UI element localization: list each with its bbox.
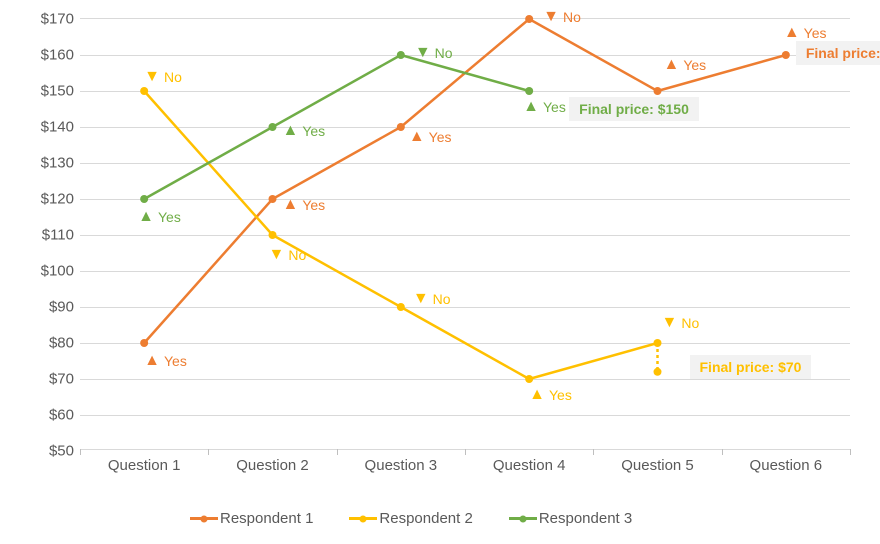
point-annotation: ▼No xyxy=(269,247,307,263)
data-marker xyxy=(140,87,148,95)
final-price-label: Final price: $160 xyxy=(796,41,880,65)
legend-label: Respondent 1 xyxy=(220,510,313,527)
point-annotation: ▲ Yes xyxy=(144,353,187,369)
point-answer-text: No xyxy=(433,292,451,306)
x-axis-label: Question 5 xyxy=(621,449,694,474)
point-answer-text: No xyxy=(681,316,699,330)
point-annotation: ▼No xyxy=(662,315,700,331)
triangle-up-icon: ▲ xyxy=(283,197,299,213)
data-marker xyxy=(654,368,662,376)
point-answer-text: Yes xyxy=(543,100,566,114)
data-marker xyxy=(397,123,405,131)
y-axis-label: $130 xyxy=(41,155,80,172)
y-axis-label: $90 xyxy=(49,299,80,316)
triangle-up-icon: ▲ xyxy=(144,353,160,369)
data-marker xyxy=(782,51,790,59)
legend-swatch xyxy=(190,517,218,520)
x-axis-label: Question 3 xyxy=(365,449,438,474)
data-marker xyxy=(140,195,148,203)
triangle-up-icon: ▲ xyxy=(523,99,539,115)
point-annotation: ▼ No xyxy=(415,45,453,61)
data-marker xyxy=(525,15,533,23)
y-axis-label: $70 xyxy=(49,371,80,388)
triangle-down-icon: ▼ xyxy=(413,291,429,307)
point-annotation: ▼ No xyxy=(413,291,451,307)
triangle-up-icon: ▲ xyxy=(138,209,154,225)
legend-label: Respondent 2 xyxy=(379,510,472,527)
legend-label: Respondent 3 xyxy=(539,510,632,527)
line-chart: $50 $60 $70 $80 $90 $100 $110 $120 $130 $140 $150 $… xyxy=(0,0,880,544)
triangle-up-icon: ▲ xyxy=(529,387,545,403)
point-annotation: ▼ No xyxy=(144,69,182,85)
legend-item: Respondent 2 xyxy=(349,510,472,527)
point-answer-text: Yes xyxy=(164,354,187,368)
point-answer-text: No xyxy=(288,248,306,262)
triangle-up-icon: ▲ xyxy=(409,129,425,145)
point-annotation: ▲ Yes xyxy=(138,209,181,225)
triangle-up-icon: ▲ xyxy=(784,25,800,41)
x-axis-label: Question 2 xyxy=(236,449,309,474)
data-marker xyxy=(269,195,277,203)
data-marker xyxy=(397,303,405,311)
legend-item: Respondent 3 xyxy=(509,510,632,527)
triangle-down-icon: ▼ xyxy=(662,315,678,331)
legend: Respondent 1 Respondent 2 Respondent 3 xyxy=(190,510,632,527)
point-answer-text: Yes xyxy=(549,388,572,402)
data-marker xyxy=(525,375,533,383)
point-annotation: ▲ Yes xyxy=(784,25,827,41)
triangle-up-icon: ▲ xyxy=(664,57,680,73)
y-axis-label: $60 xyxy=(49,407,80,424)
triangle-down-icon: ▼ xyxy=(415,45,431,61)
point-answer-text: No xyxy=(164,70,182,84)
data-marker xyxy=(654,339,662,347)
point-annotation: ▲ Yes xyxy=(409,129,452,145)
data-marker xyxy=(269,231,277,239)
point-annotation: ▲ Yes xyxy=(529,387,572,403)
point-annotation: ▲Yes xyxy=(283,197,326,213)
point-annotation: ▲Yes xyxy=(664,57,707,73)
x-axis-label: Question 1 xyxy=(108,449,181,474)
legend-swatch xyxy=(349,517,377,520)
final-price-label: Final price: $150 xyxy=(569,97,699,121)
legend-item: Respondent 1 xyxy=(190,510,313,527)
point-annotation: ▲ Yes xyxy=(523,99,566,115)
y-axis-label: $80 xyxy=(49,335,80,352)
legend-swatch xyxy=(509,517,537,520)
point-annotation: ▲Yes xyxy=(283,123,326,139)
triangle-up-icon: ▲ xyxy=(283,123,299,139)
point-answer-text: Yes xyxy=(683,58,706,72)
final-price-label: Final price: $70 xyxy=(690,355,812,379)
point-answer-text: Yes xyxy=(158,210,181,224)
point-answer-text: No xyxy=(435,46,453,60)
y-axis-label: $120 xyxy=(41,191,80,208)
y-axis-label: $110 xyxy=(42,227,80,244)
triangle-down-icon: ▼ xyxy=(269,247,285,263)
y-axis-label: $100 xyxy=(41,263,80,280)
point-answer-text: Yes xyxy=(302,198,325,212)
x-tickmark xyxy=(850,449,851,455)
data-marker xyxy=(140,339,148,347)
y-axis-label: $140 xyxy=(41,119,80,136)
data-marker xyxy=(269,123,277,131)
y-axis-label: $50 xyxy=(49,443,80,460)
series-line xyxy=(144,55,529,199)
point-answer-text: Yes xyxy=(429,130,452,144)
data-marker xyxy=(397,51,405,59)
chart-lines xyxy=(80,19,850,451)
triangle-down-icon: ▼ xyxy=(144,69,160,85)
point-answer-text: Yes xyxy=(302,124,325,138)
data-marker xyxy=(525,87,533,95)
point-answer-text: No xyxy=(563,10,581,24)
triangle-down-icon: ▼ xyxy=(543,9,559,25)
y-axis-label: $170 xyxy=(41,11,80,28)
plot-area: $50$60$70$80$90$100$110$120$130$140$150$… xyxy=(80,18,850,450)
point-annotation: ▼ No xyxy=(543,9,581,25)
series-line xyxy=(144,91,657,379)
point-answer-text: Yes xyxy=(804,26,827,40)
x-axis-label: Question 6 xyxy=(750,449,823,474)
data-marker xyxy=(654,87,662,95)
y-axis-label: $150 xyxy=(41,83,80,100)
x-axis-label: Question 4 xyxy=(493,449,566,474)
y-axis-label: $160 xyxy=(41,47,80,64)
